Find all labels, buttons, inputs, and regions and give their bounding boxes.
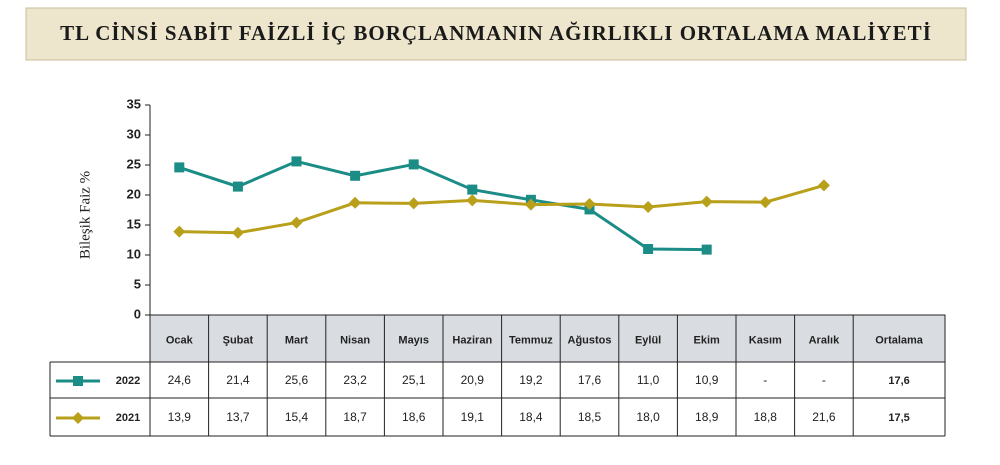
marker (407, 197, 420, 210)
table-cell: 13,7 (226, 410, 250, 424)
table-cell: 18,8 (754, 410, 778, 424)
marker (583, 198, 596, 210)
marker (642, 201, 655, 213)
y-tick-label: 5 (134, 276, 141, 291)
y-tick-label: 30 (127, 126, 141, 141)
table-cell: 17,6 (578, 373, 602, 387)
y-axis-label: Bileşik Faiz % (77, 171, 93, 259)
marker (173, 225, 186, 238)
table-cell: 19,1 (461, 410, 485, 424)
y-tick-label: 35 (127, 96, 141, 111)
marker (817, 179, 830, 192)
table-cell: 13,9 (168, 410, 192, 424)
table-cell: 21,6 (812, 410, 836, 424)
column-header: Eylül (635, 334, 661, 346)
y-tick-label: 25 (127, 156, 141, 171)
y-tick-label: 0 (134, 306, 141, 321)
legend-label: 2022 (116, 375, 140, 387)
marker (72, 412, 84, 424)
y-tick-label: 20 (127, 186, 141, 201)
marker (73, 376, 83, 386)
column-header: Ortalama (875, 334, 924, 346)
series-line (179, 183, 825, 235)
column-header: Mayıs (398, 334, 429, 346)
column-header: Ocak (166, 334, 194, 346)
column-header: Ağustos (568, 334, 612, 346)
table-cell: 11,0 (637, 373, 660, 387)
table-cell: 18,0 (636, 410, 660, 424)
marker (291, 156, 302, 167)
marker (350, 170, 361, 181)
table-cell: - (763, 373, 767, 387)
marker (524, 198, 537, 211)
marker (466, 194, 479, 207)
chart-title: TL CİNSİ SABİT FAİZLİ İÇ BORÇLANMANIN AĞ… (60, 21, 932, 45)
y-tick-label: 10 (127, 246, 141, 261)
legend-label: 2021 (116, 412, 140, 424)
table-cell: 23,2 (343, 373, 367, 387)
table-cell: 18,4 (519, 410, 543, 424)
column-header: Haziran (452, 334, 492, 346)
table-average: 17,5 (888, 412, 909, 424)
table-cell: 18,9 (695, 410, 719, 424)
marker (700, 195, 713, 208)
marker (174, 162, 185, 173)
table-cell: - (822, 373, 826, 387)
table-cell: 18,7 (343, 410, 367, 424)
table-average: 17,6 (888, 375, 909, 387)
column-header: Nisan (340, 334, 370, 346)
marker (232, 181, 243, 192)
table-cell: 25,1 (402, 373, 426, 387)
y-tick-label: 15 (127, 216, 141, 231)
marker (290, 216, 303, 229)
marker (408, 159, 419, 170)
table-cell: 15,4 (285, 410, 309, 424)
table-cell: 18,6 (402, 410, 426, 424)
table-cell: 20,9 (461, 373, 485, 387)
column-header: Temmuz (509, 334, 553, 346)
table-cell: 18,5 (578, 410, 602, 424)
column-header: Şubat (223, 334, 254, 346)
column-header: Ekim (694, 334, 721, 346)
title-banner (25, 7, 967, 61)
column-header: Kasım (749, 334, 782, 346)
marker (231, 226, 244, 239)
table-cell: 19,2 (519, 373, 543, 387)
table-cell: 21,4 (226, 373, 250, 387)
marker (467, 184, 478, 195)
series-line (178, 159, 707, 252)
table-cell: 10,9 (695, 373, 719, 387)
table-cell: 25,6 (285, 373, 309, 387)
marker (643, 244, 654, 254)
column-header: Mart (285, 334, 309, 346)
column-header: Aralık (809, 334, 840, 346)
marker (759, 196, 772, 209)
table-cell: 24,6 (168, 373, 192, 387)
marker (349, 196, 362, 209)
marker (701, 244, 712, 255)
